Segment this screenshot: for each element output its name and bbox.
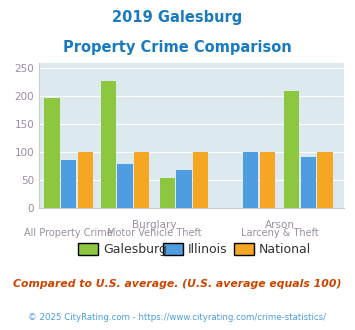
Text: Arson: Arson [264, 220, 295, 230]
Bar [77, 152, 93, 208]
Bar [44, 98, 60, 208]
Bar [134, 152, 149, 208]
Text: Motor Vehicle Theft: Motor Vehicle Theft [107, 228, 202, 238]
Bar [160, 178, 175, 208]
Bar [61, 160, 76, 208]
Bar [243, 152, 258, 208]
Bar [260, 152, 275, 208]
Text: 2019 Galesburg: 2019 Galesburg [113, 10, 242, 25]
Text: © 2025 CityRating.com - https://www.cityrating.com/crime-statistics/: © 2025 CityRating.com - https://www.city… [28, 314, 327, 322]
Text: Larceny & Theft: Larceny & Theft [241, 228, 318, 238]
Bar [193, 152, 208, 208]
Bar [284, 91, 299, 208]
Text: National: National [259, 243, 311, 256]
Bar [101, 81, 116, 208]
Text: All Property Crime: All Property Crime [24, 228, 113, 238]
Bar [317, 152, 333, 208]
Text: Property Crime Comparison: Property Crime Comparison [63, 40, 292, 54]
Text: Galesburg: Galesburg [103, 243, 167, 256]
Bar [117, 164, 133, 208]
Bar [301, 157, 316, 208]
Text: Illinois: Illinois [188, 243, 228, 256]
Text: Compared to U.S. average. (U.S. average equals 100): Compared to U.S. average. (U.S. average … [13, 279, 342, 289]
Text: Burglary: Burglary [132, 220, 177, 230]
Bar [176, 170, 192, 208]
